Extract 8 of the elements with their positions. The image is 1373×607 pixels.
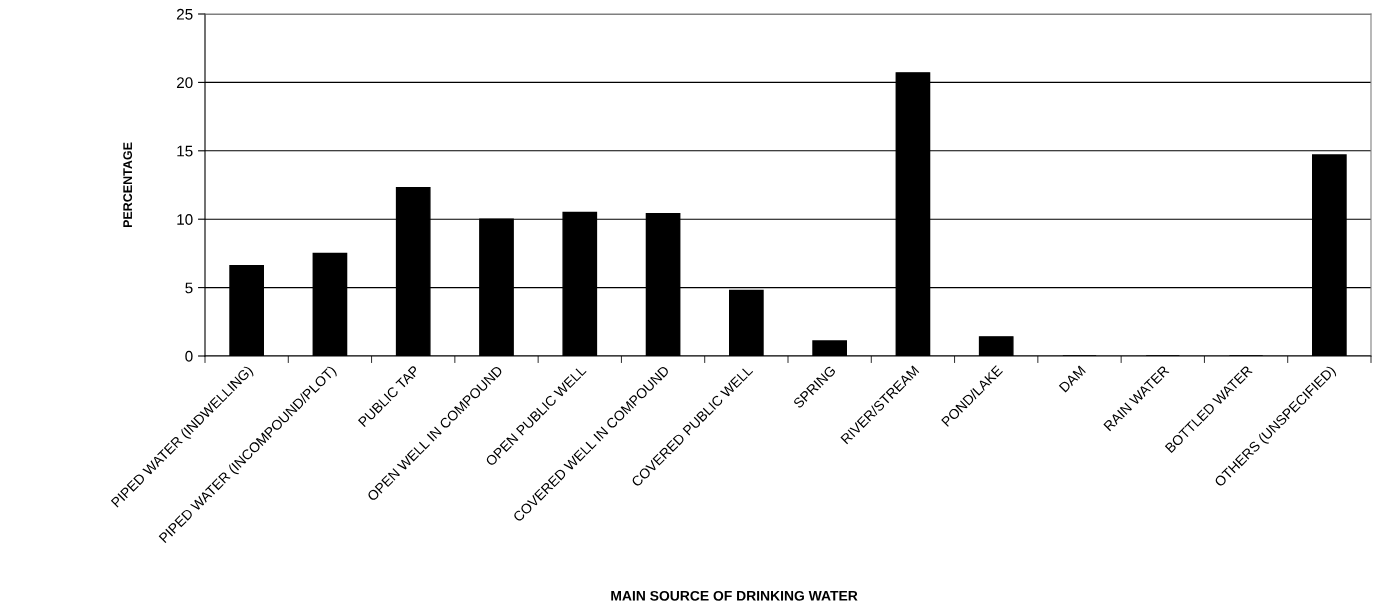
y-tick-label: 25	[176, 8, 193, 20]
x-axis-title: MAIN SOURCE OF DRINKING WATER	[611, 590, 858, 601]
y-tick-label: 15	[177, 145, 193, 157]
y-axis-title: PERCENTAGE	[123, 142, 133, 228]
y-tick-label: 0	[185, 350, 193, 362]
y-tick-label: 20	[176, 77, 193, 89]
y-tick-label: 5	[185, 282, 193, 294]
y-tick-label: 10	[177, 214, 193, 225]
